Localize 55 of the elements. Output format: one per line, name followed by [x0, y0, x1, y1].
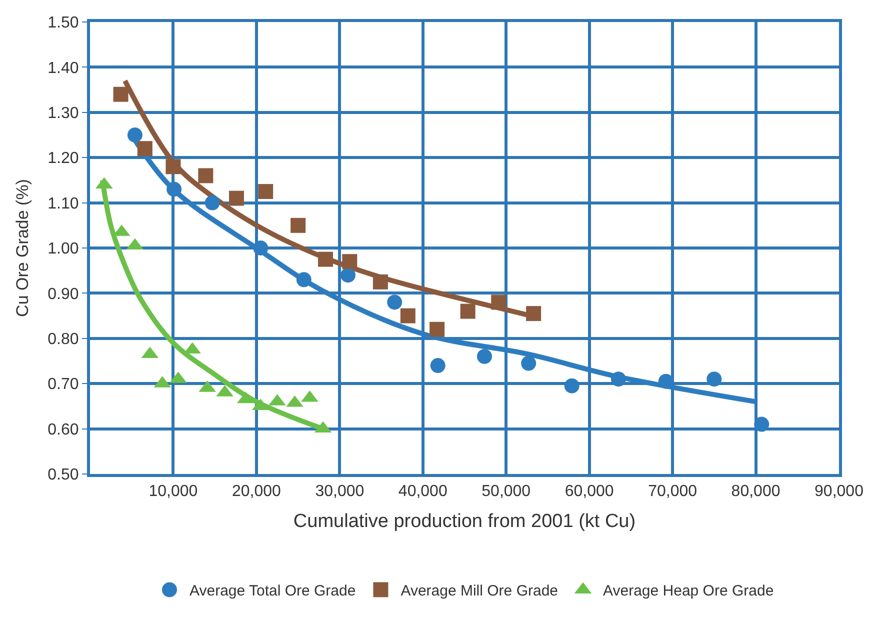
point [400, 308, 416, 324]
x-tick-label: 90,000 [814, 483, 864, 500]
point [166, 159, 181, 174]
point [113, 86, 128, 102]
legend-label: Average Heap Ore Grade [603, 582, 774, 600]
point [253, 240, 268, 256]
point [258, 184, 274, 199]
legend-label: Average Mill Ore Grade [400, 582, 558, 600]
y-tick-label: 1.10 [48, 195, 79, 212]
point [127, 128, 142, 142]
y-tick-label: 0.60 [48, 421, 79, 438]
y-tick-label: 1.50 [48, 14, 79, 32]
point [564, 378, 580, 394]
point [137, 141, 152, 156]
x-tick-label: 60,000 [564, 483, 614, 500]
point [296, 272, 312, 288]
y-tick-label: 1.00 [48, 240, 79, 258]
point [318, 252, 334, 267]
x-axis-title: Cumulative production from 2001 (kt Cu) [293, 511, 636, 532]
point [342, 254, 358, 270]
point [228, 190, 244, 206]
point [754, 416, 770, 432]
y-tick-label: 1.40 [48, 60, 79, 77]
x-tick-label: 50,000 [482, 483, 531, 500]
point [340, 268, 356, 283]
y-tick-label: 1.30 [48, 105, 79, 122]
x-tick-label: 70,000 [648, 483, 698, 500]
point [166, 182, 182, 197]
x-tick-label: 20,000 [232, 483, 282, 500]
legend-label: Average Total Ore Grade [190, 582, 356, 600]
point [526, 306, 542, 322]
point [430, 358, 446, 374]
x-tick-label: 10,000 [148, 483, 198, 500]
y-tick-label: 0.50 [48, 466, 79, 484]
x-tick-label: 30,000 [315, 483, 364, 500]
y-tick-label: 0.80 [48, 331, 79, 348]
point [706, 372, 722, 387]
point [387, 294, 402, 310]
x-tick-label: 80,000 [731, 483, 780, 500]
point [476, 348, 492, 364]
y-tick-label: 0.70 [48, 376, 79, 394]
point [372, 274, 388, 290]
point [204, 195, 220, 210]
y-tick-label: 1.20 [48, 150, 79, 168]
x-tick-label: 40,000 [398, 483, 448, 500]
point [658, 374, 674, 389]
point [198, 168, 214, 184]
point [460, 304, 476, 319]
y-axis-title: Cu Ore Grade (%) [13, 179, 32, 317]
point [430, 322, 445, 337]
point [521, 356, 536, 371]
y-tick-label: 0.90 [48, 286, 79, 303]
point [290, 218, 306, 233]
point [610, 372, 626, 387]
point [491, 294, 506, 310]
